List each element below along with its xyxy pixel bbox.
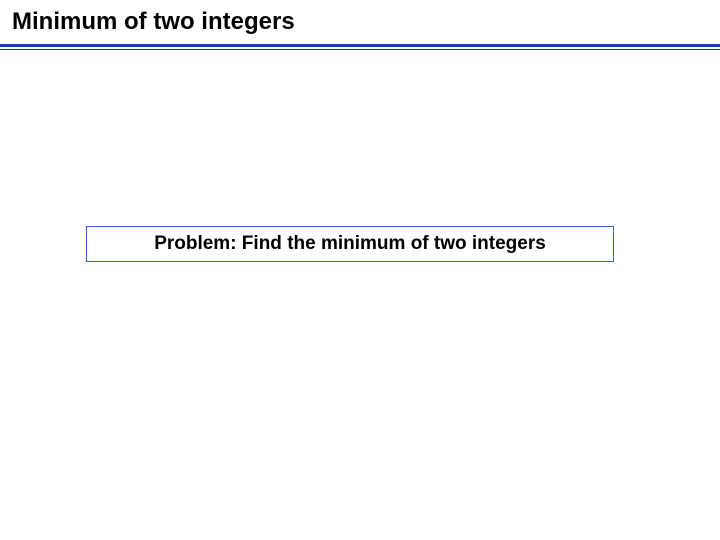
- title-underline-bottom: [0, 49, 720, 50]
- problem-text: Problem: Find the minimum of two integer…: [154, 233, 546, 255]
- title-underline-top: [0, 44, 720, 47]
- problem-box: Problem: Find the minimum of two integer…: [86, 226, 614, 262]
- slide-title: Minimum of two integers: [12, 8, 295, 36]
- slide: Minimum of two integers Problem: Find th…: [0, 0, 720, 540]
